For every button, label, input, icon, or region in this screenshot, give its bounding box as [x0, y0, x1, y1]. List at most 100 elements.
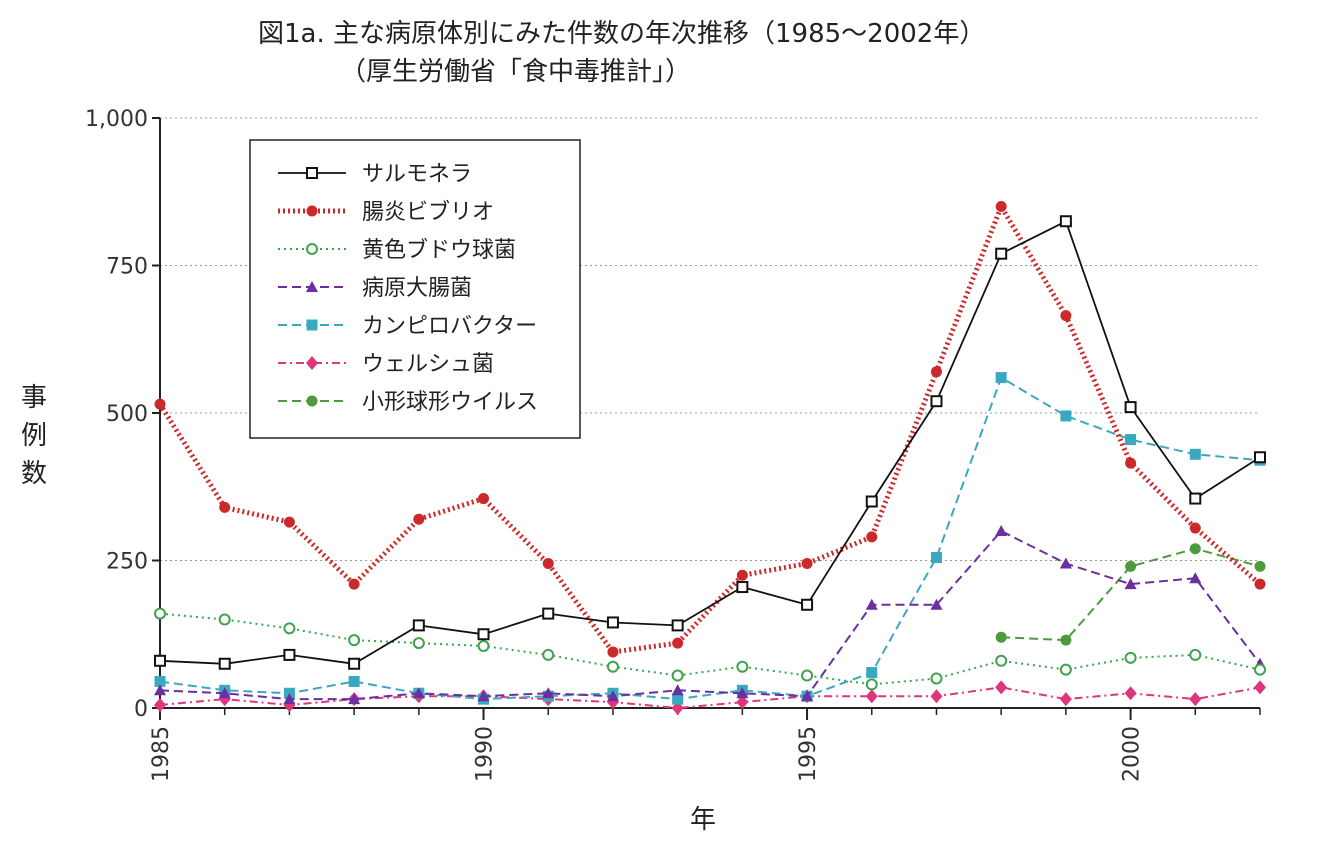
data-point — [995, 680, 1008, 695]
y-tick-label: 500 — [106, 402, 148, 427]
data-point — [348, 675, 360, 687]
data-point — [1124, 401, 1137, 414]
series-2 — [154, 201, 1266, 658]
y-tick-label: 1,000 — [85, 107, 148, 132]
x-tick-label: 2000 — [1120, 726, 1145, 782]
data-point — [1189, 543, 1201, 555]
data-point — [348, 657, 361, 670]
data-point — [736, 660, 749, 673]
legend: サルモネラ腸炎ビブリオ黄色ブドウ球菌病原大腸菌カンピロバクターウェルシュ菌小形球… — [249, 139, 581, 439]
legend-item: 病原大腸菌 — [278, 276, 472, 301]
data-point — [412, 637, 425, 650]
y-axis-label-char: 事 — [21, 383, 47, 413]
data-point — [542, 557, 554, 569]
x-axis-label: 年 — [690, 805, 716, 835]
data-point — [542, 607, 555, 620]
data-point — [1059, 215, 1072, 228]
data-point — [865, 678, 878, 691]
data-point — [283, 648, 296, 661]
data-point — [1189, 448, 1201, 460]
data-point — [995, 631, 1007, 643]
data-point — [736, 695, 749, 710]
series-1 — [154, 215, 1266, 670]
legend-label: 小形球形ウイルス — [362, 390, 538, 415]
data-point — [606, 690, 619, 702]
data-point — [1254, 680, 1266, 695]
x-tick-labels: 1985 1990 1995 2000 — [149, 726, 1145, 782]
data-point — [154, 698, 166, 713]
data-point — [218, 657, 231, 670]
data-point — [1059, 557, 1072, 569]
series-line — [159, 376, 1261, 701]
legend-marker — [306, 205, 318, 217]
data-point — [154, 684, 166, 696]
data-point — [736, 569, 748, 581]
data-point — [283, 693, 296, 705]
chart-subtitle: （厚生労働省「食中毒推計」） — [340, 57, 691, 87]
data-point — [736, 687, 749, 699]
series-7 — [995, 543, 1266, 646]
data-point — [671, 619, 684, 632]
data-point — [995, 247, 1008, 260]
data-point — [1124, 651, 1137, 664]
data-point — [1254, 578, 1266, 590]
data-point — [671, 669, 684, 682]
series-line — [159, 220, 1261, 665]
data-point — [348, 693, 361, 705]
data-point — [866, 667, 878, 679]
series-3 — [154, 607, 1266, 691]
data-point — [348, 578, 360, 590]
series-line — [159, 530, 1261, 701]
data-point — [542, 648, 555, 661]
series-6 — [154, 680, 1266, 715]
data-point — [995, 372, 1007, 384]
y-axis-label-char: 例 — [21, 421, 47, 451]
data-point — [218, 687, 231, 699]
legend-marker — [306, 356, 318, 370]
legend-item: サルモネラ — [278, 162, 472, 187]
data-point — [1189, 522, 1201, 534]
legend-label: 黄色ブドウ球菌 — [362, 238, 516, 263]
data-point — [930, 598, 943, 610]
legend-item: ウェルシュ菌 — [278, 352, 494, 377]
data-point — [930, 672, 943, 685]
y-tick-label: 750 — [106, 255, 148, 280]
series-line — [157, 204, 1262, 655]
legend-item: 小形球形ウイルス — [278, 390, 538, 415]
data-point — [477, 640, 490, 653]
legend-item: 黄色ブドウ球菌 — [278, 238, 516, 263]
legend-item: カンピロバクター — [278, 314, 537, 339]
legend-marker — [306, 243, 318, 255]
data-point — [995, 654, 1008, 667]
data-point — [1060, 410, 1072, 422]
data-point — [801, 690, 814, 702]
legend-box — [249, 139, 581, 439]
legend-marker — [306, 395, 318, 407]
data-point — [478, 493, 490, 505]
data-point — [1060, 310, 1072, 322]
y-tick-label: 250 — [106, 550, 148, 575]
y-axis-label: 事例数 — [21, 383, 47, 489]
data-point — [477, 628, 490, 641]
data-point — [1189, 692, 1202, 707]
data-point — [1189, 492, 1202, 505]
legend-label: カンピロバクター — [362, 314, 537, 339]
data-point — [801, 598, 814, 611]
data-point — [1254, 451, 1266, 464]
legend-label: ウェルシュ菌 — [362, 352, 494, 377]
legend-label: 病原大腸菌 — [362, 276, 472, 301]
data-point — [154, 607, 166, 620]
legend-item: 腸炎ビブリオ — [278, 200, 494, 225]
series-line — [159, 686, 1261, 709]
data-point — [736, 581, 749, 594]
data-point — [1124, 578, 1137, 590]
data-point — [672, 637, 684, 649]
data-point — [219, 501, 231, 513]
data-point — [1059, 692, 1072, 707]
data-point — [154, 398, 166, 410]
x-tick-label: 1990 — [473, 726, 498, 782]
data-point — [671, 684, 684, 696]
data-point — [606, 616, 619, 629]
data-point — [865, 495, 878, 508]
